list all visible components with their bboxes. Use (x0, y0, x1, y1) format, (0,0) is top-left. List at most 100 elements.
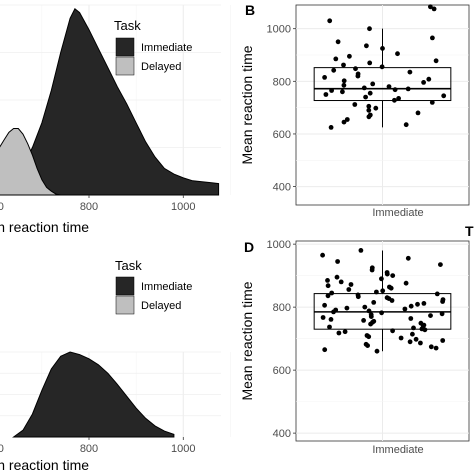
panel-d-point (348, 282, 354, 287)
panel-d-point (374, 289, 379, 295)
panel-d-point (439, 311, 445, 317)
panel-b-point (366, 114, 372, 120)
panel-c-legend-key-delayed (115, 295, 135, 315)
panel-b-point (430, 35, 435, 41)
panel-b-point (433, 58, 439, 64)
panel-c-legend-key-immediate (115, 276, 135, 296)
panel-b-point (364, 43, 369, 49)
panel-b-point (396, 96, 401, 101)
panel-b-point (386, 84, 392, 89)
panel-a-legend-title: Task (114, 18, 141, 33)
panel-b-point (367, 60, 373, 66)
panel-b-point (441, 93, 447, 99)
panel-b-points (322, 4, 447, 130)
panel-d-point (369, 267, 375, 273)
panel-d-point (421, 301, 427, 306)
panel-d-y-tick-label: 600 (273, 365, 291, 377)
panel-d-y-tick-label: 400 (273, 428, 291, 440)
panel-d-point (428, 344, 434, 350)
panel-a-legend-key-immediate (115, 37, 135, 57)
panel-a-x-tick-label: 800 (80, 201, 98, 213)
panel-d-point (415, 301, 420, 307)
panel-d-point (335, 259, 340, 264)
panel-d-point (422, 327, 428, 333)
panel-d-point (407, 339, 413, 345)
panel-d-point (390, 328, 395, 334)
panel-b-x-tick-immediate: Immediate (372, 207, 423, 219)
panel-a-x-tick-label: 600 (0, 201, 4, 213)
panel-d-point (389, 298, 395, 303)
panel-d-y-axis-label: Mean reaction time (239, 281, 255, 400)
panel-t-label-fragment: T (465, 223, 474, 239)
panel-a-legend-label-delayed: Delayed (141, 61, 181, 73)
panel-b-y-tick-label: 600 (273, 129, 291, 141)
panel-d-point (325, 293, 331, 299)
panel-b-point (392, 97, 397, 103)
panel-b-point (407, 69, 413, 75)
panel-d-point (379, 310, 384, 316)
panel-b-point (415, 110, 421, 116)
panel-d-point (413, 336, 419, 342)
panel-c-legend: Task Immediate Delayed (115, 258, 192, 315)
panel-d-point (366, 308, 372, 314)
panel-d-point (344, 305, 350, 311)
panel-c-legend-label-immediate: Immediate (141, 281, 192, 293)
panel-b-label: B (245, 2, 255, 18)
panel-d-point (379, 276, 384, 282)
panel-d-point (342, 329, 348, 335)
panel-a-legend-key-delayed (115, 56, 135, 76)
panel-b-point (344, 117, 350, 122)
panel-d-point (361, 318, 366, 323)
panel-d: D T 400 600 800 1000 Immediate Mean reactio… (239, 223, 474, 456)
panel-a-x-ticks: 600 800 1000 (0, 195, 196, 213)
panel-b-point (322, 75, 327, 80)
panel-d-point (438, 262, 443, 267)
panel-b-point (355, 73, 361, 79)
panel-b-y-tick-label: 400 (273, 182, 291, 194)
panel-b-point (428, 4, 433, 10)
panel-d-point (398, 335, 404, 341)
panel-c: 600 800 1000 Mean reaction time Task Immed… (0, 245, 231, 473)
panel-b-point (328, 125, 334, 130)
panel-d-point (408, 303, 414, 309)
panel-b-point (367, 26, 372, 32)
panel-d-point (403, 280, 409, 286)
panel-b-point (366, 107, 372, 113)
panel-d-point (380, 288, 386, 294)
panel-a-density-delayed (0, 128, 61, 196)
panel-b-point (363, 94, 368, 100)
panel-b-point (323, 92, 329, 97)
panel-b-point (327, 18, 333, 24)
panel-b-point (421, 80, 426, 85)
panel-b-point (331, 67, 337, 73)
panel-b-point (329, 88, 334, 93)
panel-a: 600 800 1000 Mean reaction time Task Immed… (0, 0, 231, 235)
panel-d-point (329, 290, 335, 296)
panel-b-point (392, 87, 398, 93)
panel-c-x-ticks: 600 800 1000 (0, 437, 196, 455)
panel-c-x-tick-label: 600 (0, 443, 4, 455)
panel-d-point (402, 306, 408, 312)
panel-b-y-ticks: 400 600 800 1000 (267, 24, 296, 194)
panel-c-density-immediate (12, 351, 175, 438)
panel-d-point (365, 343, 370, 348)
panel-c-areas (12, 351, 175, 438)
panel-d-points (320, 248, 446, 354)
panel-b-y-tick-label: 800 (273, 76, 291, 88)
panel-b-point (373, 105, 379, 111)
panel-d-point (320, 315, 326, 320)
panel-d-point (434, 291, 440, 297)
panel-a-legend: Task Immediate Delayed (114, 18, 192, 76)
panel-b-y-axis-label: Mean reaction time (239, 45, 255, 164)
panel-a-legend-label-immediate: Immediate (141, 42, 192, 54)
panel-d-y-tick-label: 1000 (267, 239, 291, 251)
panel-d-point (334, 274, 340, 280)
panel-d-point (440, 338, 446, 343)
panel-d-point (346, 287, 352, 292)
panel-b-point (335, 39, 341, 45)
panel-c-legend-label-delayed: Delayed (141, 300, 181, 312)
panel-d-point (408, 316, 414, 321)
panel-b-point (367, 90, 373, 96)
panel-b-point (341, 119, 347, 125)
panel-d-y-ticks: 400 600 800 1000 (267, 239, 296, 440)
